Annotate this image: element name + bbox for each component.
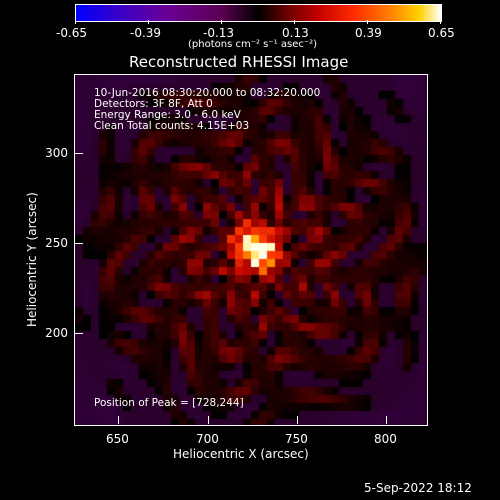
heatmap-image: [75, 75, 427, 425]
colorbar-tick-mark: [221, 20, 222, 24]
colorbar-tick-mark: [75, 20, 76, 24]
colorbar-tick-label: -0.65: [56, 26, 88, 40]
y-axis-tick-mark: [75, 153, 83, 154]
colorbar-tick-label: 0.13: [282, 26, 309, 40]
timestamp-text: 5-Sep-2022 18:12: [364, 481, 472, 495]
observation-time-text: 10-Jun-2016 08:30:20.000 to 08:32:20.000: [94, 87, 321, 99]
y-axis-tick-label: 250: [45, 236, 68, 250]
colorbar-tick-mark: [148, 20, 149, 24]
y-axis-label: Heliocentric Y (arcsec): [25, 192, 39, 327]
x-axis-label: Heliocentric X (arcsec): [173, 447, 309, 461]
colorbar-tick-mark: [440, 20, 441, 24]
colorbar-tick-label: 0.39: [355, 26, 382, 40]
y-axis-tick-label: 200: [45, 326, 68, 340]
colorbar-unit-label: (photons cm⁻² s⁻¹ asec⁻²): [188, 39, 318, 50]
energy-range-text: Energy Range: 3.0 - 6.0 keV: [94, 109, 241, 121]
detectors-text: Detectors: 3F 8F, Att 0: [94, 98, 213, 110]
colorbar-tick-label: 0.65: [428, 26, 455, 40]
colorbar-tick-label: -0.39: [130, 26, 162, 40]
x-axis-tick-mark: [208, 416, 209, 424]
plot-title: Reconstructed RHESSI Image: [129, 53, 349, 71]
colorbar-tick-label: -0.13: [203, 26, 235, 40]
y-axis-tick-mark: [75, 243, 83, 244]
x-axis-tick-mark: [297, 416, 298, 424]
colorbar: [75, 4, 442, 22]
y-axis-tick-mark: [75, 333, 83, 334]
peak-position-text: Position of Peak = [728,244]: [94, 397, 244, 409]
x-axis-tick-label: 750: [285, 432, 308, 446]
x-axis-tick-label: 650: [106, 432, 129, 446]
heatmap-plot-area: [74, 74, 428, 426]
x-axis-tick-label: 800: [374, 432, 397, 446]
colorbar-tick-mark: [367, 20, 368, 24]
x-axis-tick-label: 700: [196, 432, 219, 446]
colorbar-tick-mark: [294, 20, 295, 24]
clean-counts-text: Clean Total counts: 4.15E+03: [94, 120, 250, 132]
x-axis-tick-mark: [386, 416, 387, 424]
y-axis-tick-label: 300: [45, 146, 68, 160]
x-axis-tick-mark: [118, 416, 119, 424]
